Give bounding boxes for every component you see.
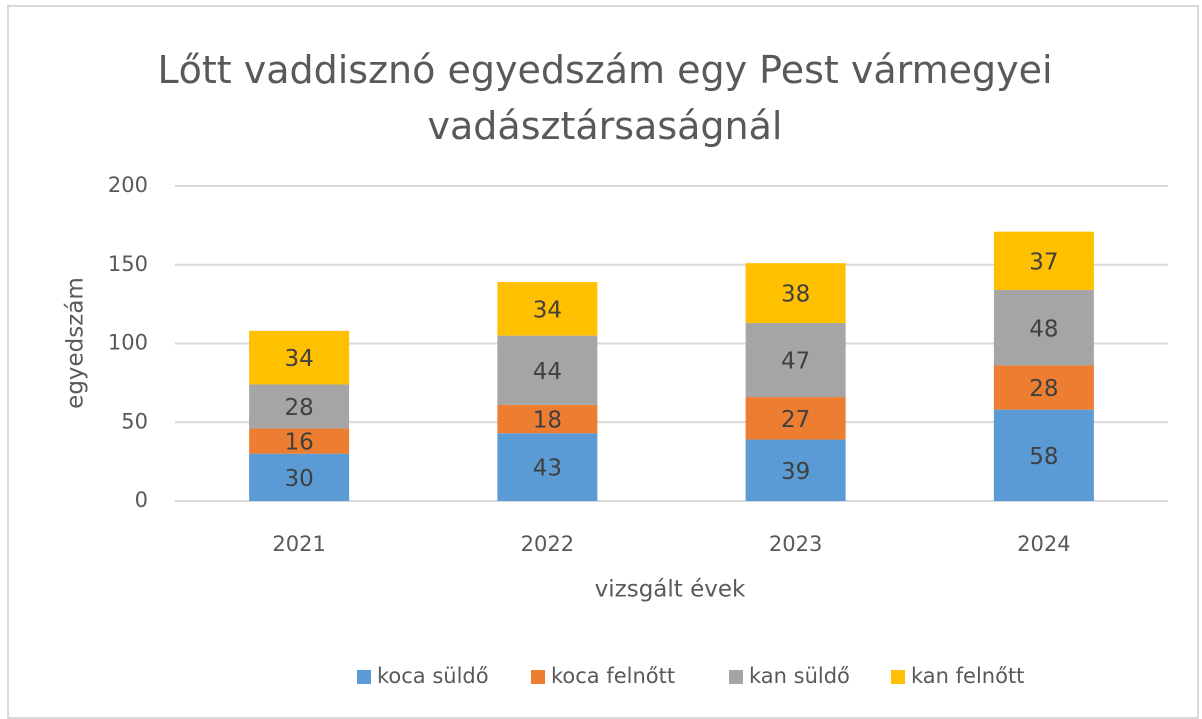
data-label: 34 bbox=[284, 346, 313, 372]
x-tick-label: 2024 bbox=[1017, 532, 1070, 556]
data-label: 44 bbox=[533, 359, 562, 385]
data-label: 39 bbox=[781, 459, 810, 485]
bar-segment bbox=[745, 323, 846, 398]
bar-segment bbox=[993, 289, 1094, 366]
legend-label: koca süldő bbox=[377, 664, 489, 688]
x-tick-label: 2022 bbox=[521, 532, 574, 556]
x-tick-label: 2023 bbox=[769, 532, 822, 556]
data-label: 28 bbox=[284, 395, 313, 421]
x-axis-label: vizsgált évek bbox=[595, 577, 746, 603]
data-label: 18 bbox=[533, 408, 562, 434]
bar-segment bbox=[497, 335, 598, 405]
x-tick-label: 2021 bbox=[272, 532, 325, 556]
data-label: 30 bbox=[284, 466, 313, 492]
bar-segment bbox=[993, 409, 1094, 501]
bar-segment bbox=[249, 330, 350, 385]
bar-segment bbox=[497, 404, 598, 434]
y-tick-label: 100 bbox=[108, 331, 148, 355]
bar-segment bbox=[249, 384, 350, 429]
legend-label: kan felnőtt bbox=[911, 664, 1024, 688]
y-axis-label: egyedszám bbox=[63, 277, 89, 409]
legend-swatch bbox=[357, 670, 371, 684]
data-label: 38 bbox=[781, 282, 810, 308]
bar-segment bbox=[249, 428, 350, 454]
y-tick-label: 200 bbox=[108, 173, 148, 197]
chart-border bbox=[7, 5, 1199, 719]
bar-segment bbox=[745, 439, 846, 501]
legend-swatch bbox=[729, 670, 743, 684]
bar-segment bbox=[745, 397, 846, 440]
data-label: 28 bbox=[1029, 376, 1058, 402]
y-tick-label: 0 bbox=[135, 488, 148, 512]
data-label: 58 bbox=[1029, 444, 1058, 470]
legend-label: koca felnőtt bbox=[551, 664, 675, 688]
data-label: 37 bbox=[1029, 249, 1058, 275]
data-label: 48 bbox=[1029, 316, 1058, 342]
bar-segment bbox=[497, 282, 598, 336]
data-label: 27 bbox=[781, 407, 810, 433]
legend-label: kan süldő bbox=[749, 664, 850, 688]
bar-segment bbox=[497, 433, 598, 501]
bar-segment bbox=[249, 453, 350, 501]
data-label: 43 bbox=[533, 456, 562, 482]
bar-segment bbox=[993, 365, 1094, 410]
y-tick-label: 150 bbox=[108, 252, 148, 276]
legend-swatch bbox=[531, 670, 545, 684]
data-label: 34 bbox=[533, 297, 562, 323]
bar-segment bbox=[993, 231, 1094, 290]
data-label: 16 bbox=[284, 430, 313, 456]
data-label: 47 bbox=[781, 349, 810, 375]
bar-segment bbox=[745, 263, 846, 324]
y-tick-label: 50 bbox=[121, 409, 148, 433]
chart-title: Lőtt vaddisznó egyedszám egy Pest vármeg… bbox=[157, 48, 1053, 148]
legend-swatch bbox=[891, 670, 905, 684]
